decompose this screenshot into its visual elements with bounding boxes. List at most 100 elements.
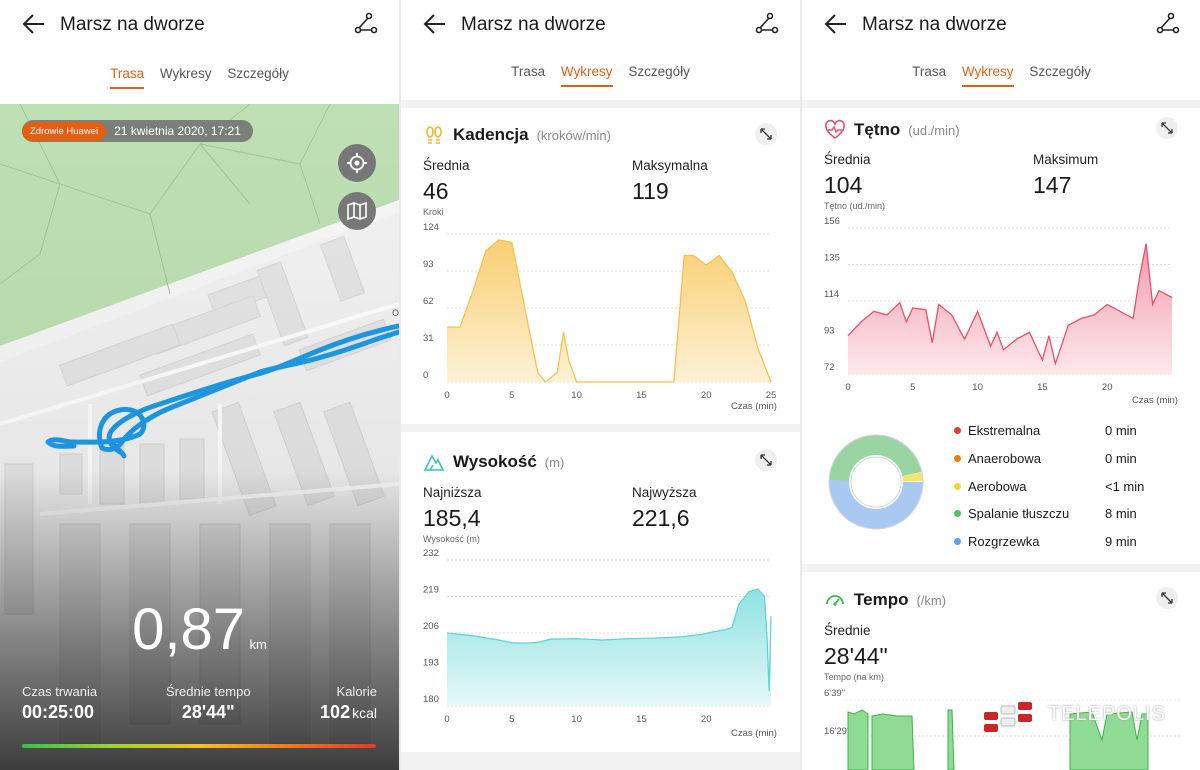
route-screen: Marsz na dworze Trasa Wykresy Szczegóły — [0, 0, 399, 770]
x-tick-label: 15 — [636, 390, 647, 401]
activity-date: 21 kwietnia 2020, 17:21 — [114, 124, 241, 138]
zone-value: 8 min — [1105, 505, 1137, 521]
heart-rate-chart[interactable]: 156 135 114 93 72 0 5 10 15 20 — [802, 216, 1200, 396]
zone-color-dot — [954, 537, 961, 545]
x-tick-label: 10 — [571, 390, 582, 401]
max-label: Maksimum — [1033, 152, 1099, 167]
stat-value: 00:25:00 — [22, 702, 95, 722]
max-value: 147 — [1033, 172, 1072, 198]
tab-bar: Trasa Wykresy Szczegóły — [0, 66, 399, 94]
heart-zones-donut — [828, 434, 924, 530]
y-axis-title: Tempo (na km) — [824, 672, 885, 682]
min-value: 185,4 — [423, 505, 481, 531]
pace-gradient-bar — [22, 744, 376, 748]
y-tick-label: 135 — [824, 253, 840, 264]
zone-segment-aerobic — [829, 435, 923, 529]
tab-trasa[interactable]: Trasa — [912, 64, 947, 79]
route-map[interactable]: O — [0, 104, 399, 770]
x-axis-title: Czas (min) — [1132, 395, 1178, 406]
expand-icon — [760, 128, 772, 140]
card-title: Tempo — [854, 590, 909, 609]
heart-rate-icon — [825, 119, 845, 139]
zone-color-dot — [954, 482, 961, 490]
avg-value: 46 — [423, 178, 449, 204]
zone-row: Aerobowa <1 min — [954, 476, 1194, 496]
tab-szczegoly[interactable]: Szczegóły — [1029, 64, 1091, 79]
y-tick-label: 124 — [423, 222, 439, 233]
expand-button[interactable] — [1156, 117, 1178, 139]
series-area — [447, 589, 771, 706]
watermark-logo — [984, 702, 1032, 732]
header: Marsz na dworze — [0, 0, 399, 50]
zone-row: Anaerobowa 0 min — [954, 448, 1194, 468]
avg-pace-stat: Średnie tempo 28'44" — [166, 684, 251, 723]
route-icon[interactable] — [353, 10, 379, 36]
stat-value-row: 102 kcal — [320, 702, 377, 723]
tab-wykresy[interactable]: Wykresy — [961, 64, 1014, 87]
stat-label: Średnie tempo — [166, 684, 251, 699]
tempo-segment — [947, 709, 955, 770]
map-type-button[interactable] — [338, 192, 376, 230]
y-tick-label: 31 — [423, 333, 434, 344]
expand-icon — [760, 454, 772, 466]
activity-badge: Zdrowie Huawei 21 kwietnia 2020, 17:21 — [22, 120, 253, 142]
tab-bar: Trasa Wykresy Szczegóły — [802, 64, 1200, 92]
tab-szczegoly[interactable]: Szczegóły — [227, 66, 289, 81]
tempo-chart[interactable] — [802, 700, 1200, 770]
expand-button[interactable] — [755, 449, 777, 471]
zone-value: 0 min — [1105, 422, 1137, 438]
y-axis-title: Kroki — [423, 207, 444, 217]
locate-icon — [347, 153, 367, 173]
altitude-chart[interactable]: 232 219 206 193 180 0 5 10 15 20 — [401, 548, 800, 728]
y-axis-title: Wysokość (m) — [423, 534, 480, 544]
x-tick-label: 0 — [845, 382, 850, 393]
route-icon[interactable] — [754, 10, 780, 36]
y-tick: 6'39" — [824, 688, 846, 699]
zone-name: Aerobowa — [968, 478, 1027, 494]
expand-button[interactable] — [1156, 587, 1178, 609]
source-label: Zdrowie Huawei — [22, 121, 107, 141]
series-line — [847, 243, 1173, 366]
tab-bar: Trasa Wykresy Szczegóły — [401, 64, 800, 92]
x-tick-label: 20 — [701, 714, 712, 725]
zone-value: <1 min — [1105, 478, 1145, 494]
back-arrow-icon[interactable] — [20, 10, 48, 38]
back-arrow-icon[interactable] — [822, 10, 850, 38]
x-tick-label: 5 — [509, 390, 514, 401]
x-tick-label: 25 — [766, 390, 777, 401]
expand-button[interactable] — [755, 123, 777, 145]
x-tick-label: 15 — [636, 714, 647, 725]
stat-value: 28'44" — [181, 702, 235, 722]
card-unit: (m) — [544, 454, 565, 470]
max-label: Najwyższa — [632, 485, 697, 500]
tab-wykresy[interactable]: Wykresy — [159, 66, 212, 81]
series-area — [848, 243, 1172, 374]
zone-name: Anaerobowa — [968, 450, 1041, 466]
series-area — [447, 240, 771, 382]
zone-row: Spalanie tłuszczu 8 min — [954, 503, 1194, 523]
card-unit: (/km) — [916, 592, 947, 608]
cadence-chart[interactable]: 124 93 62 31 0 0 5 10 15 20 25 — [401, 222, 800, 414]
page-title: Marsz na dworze — [60, 14, 205, 35]
zone-row: Rozgrzewka 9 min — [954, 531, 1194, 551]
page-title: Marsz na dworze — [461, 14, 606, 35]
zone-value: 9 min — [1105, 533, 1137, 549]
tab-wykresy[interactable]: Wykresy — [560, 64, 613, 87]
avg-label: Średnia — [824, 152, 871, 167]
tab-trasa[interactable]: Trasa — [511, 64, 546, 79]
x-tick-label: 0 — [444, 714, 449, 725]
locate-button[interactable] — [338, 144, 376, 182]
tab-trasa[interactable]: Trasa — [110, 66, 145, 89]
calories-value: 102 — [320, 702, 351, 722]
y-tick-label: 93 — [423, 259, 434, 270]
altitude-title: Wysokość (m) — [423, 451, 564, 473]
stat-label: Czas trwania — [22, 684, 98, 699]
tab-szczegoly[interactable]: Szczegóły — [628, 64, 690, 79]
y-tick-label: 219 — [423, 585, 439, 596]
divider — [401, 752, 800, 770]
back-arrow-icon[interactable] — [421, 10, 449, 38]
expand-icon — [1161, 592, 1173, 604]
card-unit: (kroków/min) — [536, 127, 611, 143]
route-icon[interactable] — [1155, 10, 1181, 36]
divider — [401, 424, 800, 432]
